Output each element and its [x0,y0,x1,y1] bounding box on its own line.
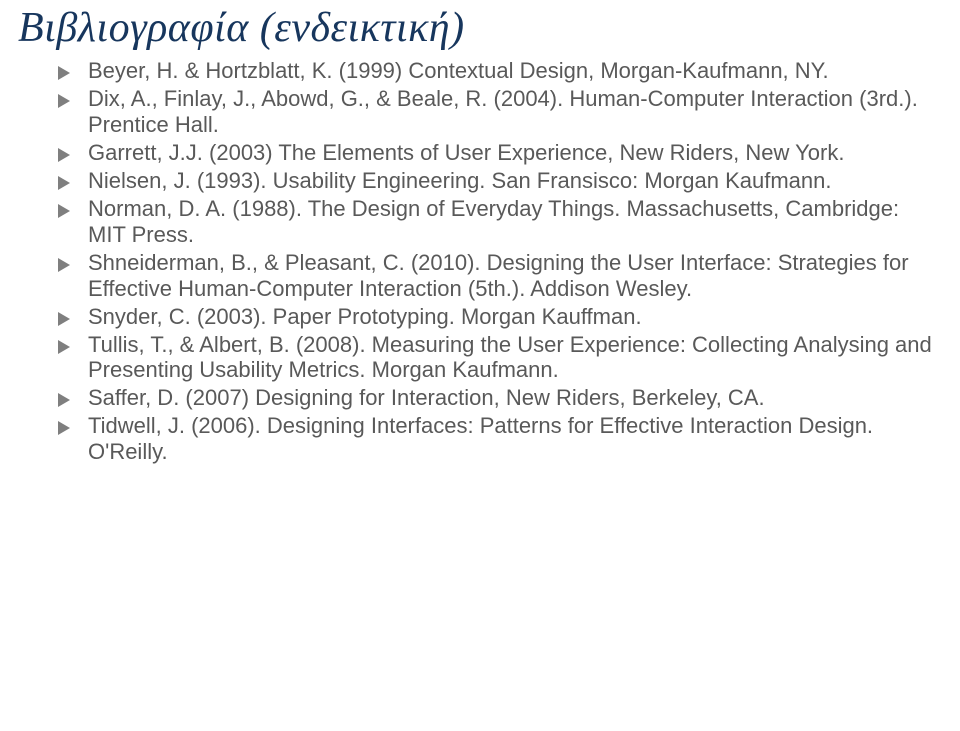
chevron-right-icon [58,393,70,407]
chevron-right-icon [58,176,70,190]
reference-text: Tidwell, J. (2006). Designing Interfaces… [88,413,936,465]
reference-text: Garrett, J.J. (2003) The Elements of Use… [88,140,936,166]
list-item: Garrett, J.J. (2003) The Elements of Use… [58,140,936,166]
chevron-right-icon [58,204,70,218]
list-item: Tidwell, J. (2006). Designing Interfaces… [58,413,936,465]
reference-text: Saffer, D. (2007) Designing for Interact… [88,385,936,411]
list-item: Norman, D. A. (1988). The Design of Ever… [58,196,936,248]
list-item: Beyer, H. & Hortzblatt, K. (1999) Contex… [58,58,936,84]
chevron-right-icon [58,312,70,326]
bibliography-list: Beyer, H. & Hortzblatt, K. (1999) Contex… [18,58,936,465]
reference-text: Snyder, C. (2003). Paper Prototyping. Mo… [88,304,936,330]
list-item: Tullis, T., & Albert, B. (2008). Measuri… [58,332,936,384]
reference-text: Beyer, H. & Hortzblatt, K. (1999) Contex… [88,58,936,84]
slide: Βιβλιογραφία (ενδεικτική) Beyer, H. & Ho… [0,0,960,731]
page-title: Βιβλιογραφία (ενδεικτική) [18,4,936,52]
reference-text: Shneiderman, B., & Pleasant, C. (2010). … [88,250,936,302]
list-item: Shneiderman, B., & Pleasant, C. (2010). … [58,250,936,302]
chevron-right-icon [58,148,70,162]
list-item: Dix, A., Finlay, J., Abowd, G., & Beale,… [58,86,936,138]
chevron-right-icon [58,340,70,354]
chevron-right-icon [58,421,70,435]
reference-text: Norman, D. A. (1988). The Design of Ever… [88,196,936,248]
list-item: Saffer, D. (2007) Designing for Interact… [58,385,936,411]
chevron-right-icon [58,66,70,80]
reference-text: Dix, A., Finlay, J., Abowd, G., & Beale,… [88,86,936,138]
list-item: Snyder, C. (2003). Paper Prototyping. Mo… [58,304,936,330]
reference-text: Nielsen, J. (1993). Usability Engineerin… [88,168,936,194]
reference-text: Tullis, T., & Albert, B. (2008). Measuri… [88,332,936,384]
list-item: Nielsen, J. (1993). Usability Engineerin… [58,168,936,194]
chevron-right-icon [58,258,70,272]
chevron-right-icon [58,94,70,108]
